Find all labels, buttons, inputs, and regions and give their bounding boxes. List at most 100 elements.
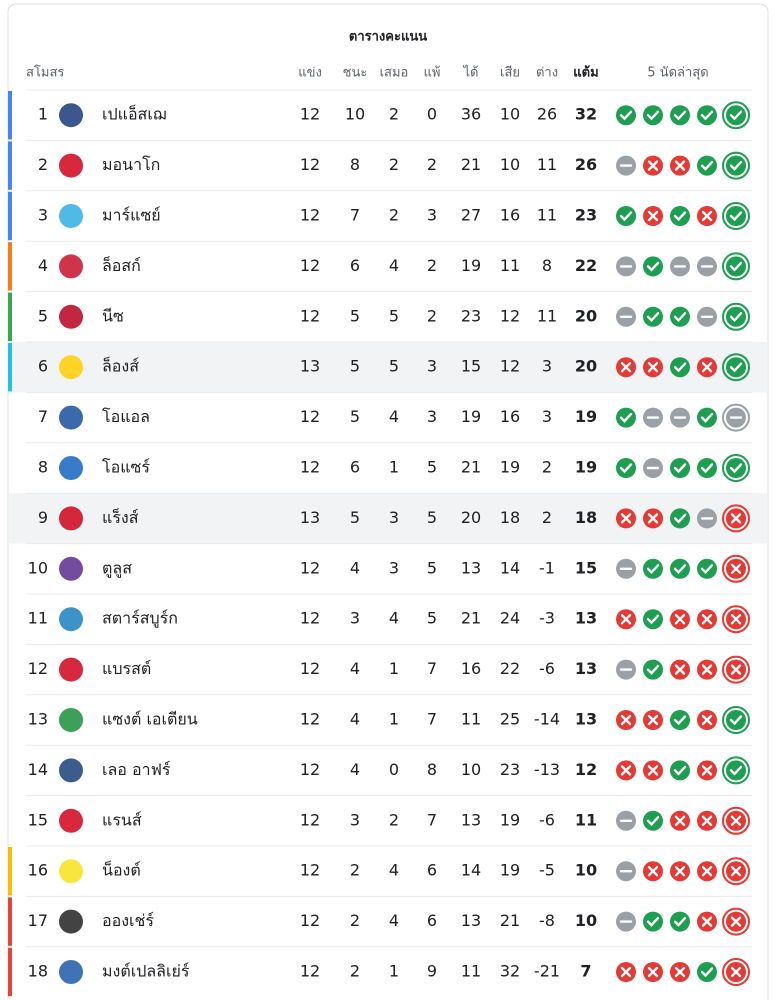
form-dot — [670, 306, 690, 327]
form-icon — [616, 306, 636, 327]
stat-gd: 2 — [542, 508, 552, 527]
team-logo — [59, 607, 83, 632]
form-icon — [670, 206, 690, 226]
form-icon — [722, 907, 750, 936]
form-glyph — [673, 463, 687, 474]
form-icon — [722, 706, 750, 734]
form-icon — [670, 407, 690, 428]
team-name: เลอ อาฟร์ — [102, 760, 171, 779]
form-icon — [722, 454, 750, 482]
stat-won: 5 — [350, 508, 360, 527]
form-dot — [726, 458, 746, 478]
stat-drawn: 2 — [389, 155, 399, 174]
form-glyph — [646, 816, 660, 827]
form-glyph — [646, 312, 660, 323]
stat-ga: 14 — [500, 558, 520, 577]
position: 4 — [38, 256, 48, 275]
form-glyph — [730, 614, 742, 625]
form-icon — [722, 756, 750, 785]
stat-gd: 3 — [542, 357, 552, 376]
position: 2 — [38, 155, 48, 174]
position: 13 — [28, 710, 48, 729]
stat-drawn: 2 — [389, 810, 399, 829]
form-icon — [643, 155, 663, 176]
position: 7 — [38, 407, 48, 426]
form-glyph — [700, 160, 714, 171]
team-name: แร็งส์ — [102, 507, 139, 527]
stat-gf: 13 — [461, 558, 481, 577]
form-glyph — [673, 312, 687, 323]
row-highlight — [9, 493, 767, 544]
stat-won: 6 — [350, 458, 360, 477]
form-dot — [726, 710, 746, 730]
col-ga: เสีย — [500, 65, 520, 81]
form-icon — [643, 911, 663, 932]
form-dot — [670, 760, 690, 781]
col-played: แข่ง — [298, 66, 322, 81]
form-icon — [643, 206, 663, 226]
form-glyph — [646, 261, 660, 272]
col-gf: ได้ — [463, 65, 479, 81]
stat-gd: -6 — [539, 810, 555, 829]
form-glyph — [620, 513, 632, 524]
stat-gd: -13 — [534, 760, 560, 779]
form-glyph — [674, 160, 686, 171]
form-icon — [643, 810, 663, 831]
form-glyph — [673, 765, 687, 776]
stat-gd: -3 — [539, 609, 555, 628]
team-name: โอแอล — [102, 407, 150, 426]
stat-won: 7 — [350, 206, 360, 225]
stat-gd: -8 — [539, 911, 555, 930]
stat-ga: 32 — [500, 962, 520, 981]
form-icon — [670, 105, 690, 126]
form-icon — [670, 710, 690, 730]
stat-drawn: 5 — [389, 357, 399, 376]
form-glyph — [730, 866, 742, 877]
position: 3 — [38, 206, 48, 225]
form-glyph — [647, 966, 659, 978]
stat-pts: 20 — [575, 357, 597, 376]
form-icon — [722, 353, 750, 382]
form-ring — [722, 302, 750, 331]
stat-ga: 19 — [500, 810, 520, 829]
team-logo — [59, 859, 83, 884]
stat-lost: 3 — [427, 357, 437, 376]
form-icon — [722, 504, 750, 533]
form-glyph — [729, 261, 743, 272]
form-icon — [722, 403, 750, 432]
stat-gf: 27 — [461, 206, 481, 225]
team-name: เปแอ็สเฌ — [102, 104, 166, 124]
stat-gf: 21 — [461, 155, 481, 174]
form-icon — [643, 760, 663, 781]
stat-played: 12 — [300, 558, 320, 577]
form-glyph — [673, 513, 687, 524]
stat-pts: 11 — [575, 810, 597, 829]
form-icon — [670, 760, 690, 781]
form-icon — [670, 609, 690, 630]
stat-ga: 19 — [500, 861, 520, 880]
form-icon — [722, 857, 750, 886]
form-glyph — [620, 714, 632, 726]
form-dot — [643, 256, 663, 277]
form-glyph — [674, 815, 686, 826]
stat-drawn: 3 — [389, 508, 399, 527]
team-logo — [59, 456, 83, 480]
stat-lost: 7 — [427, 710, 437, 729]
position: 9 — [38, 508, 48, 527]
form-dot — [643, 911, 663, 932]
form-glyph — [701, 916, 713, 927]
form-icon — [697, 508, 717, 529]
stat-pts: 12 — [575, 760, 597, 779]
form-dot — [616, 206, 636, 226]
form-glyph — [646, 916, 660, 927]
form-glyph — [647, 765, 659, 776]
form-glyph — [701, 765, 713, 776]
form-dot — [697, 962, 717, 982]
form-icon — [616, 155, 636, 176]
form-icon — [670, 306, 690, 327]
col-drawn: เสมอ — [380, 66, 409, 81]
form-dot — [726, 357, 746, 378]
team-logo — [59, 405, 83, 430]
